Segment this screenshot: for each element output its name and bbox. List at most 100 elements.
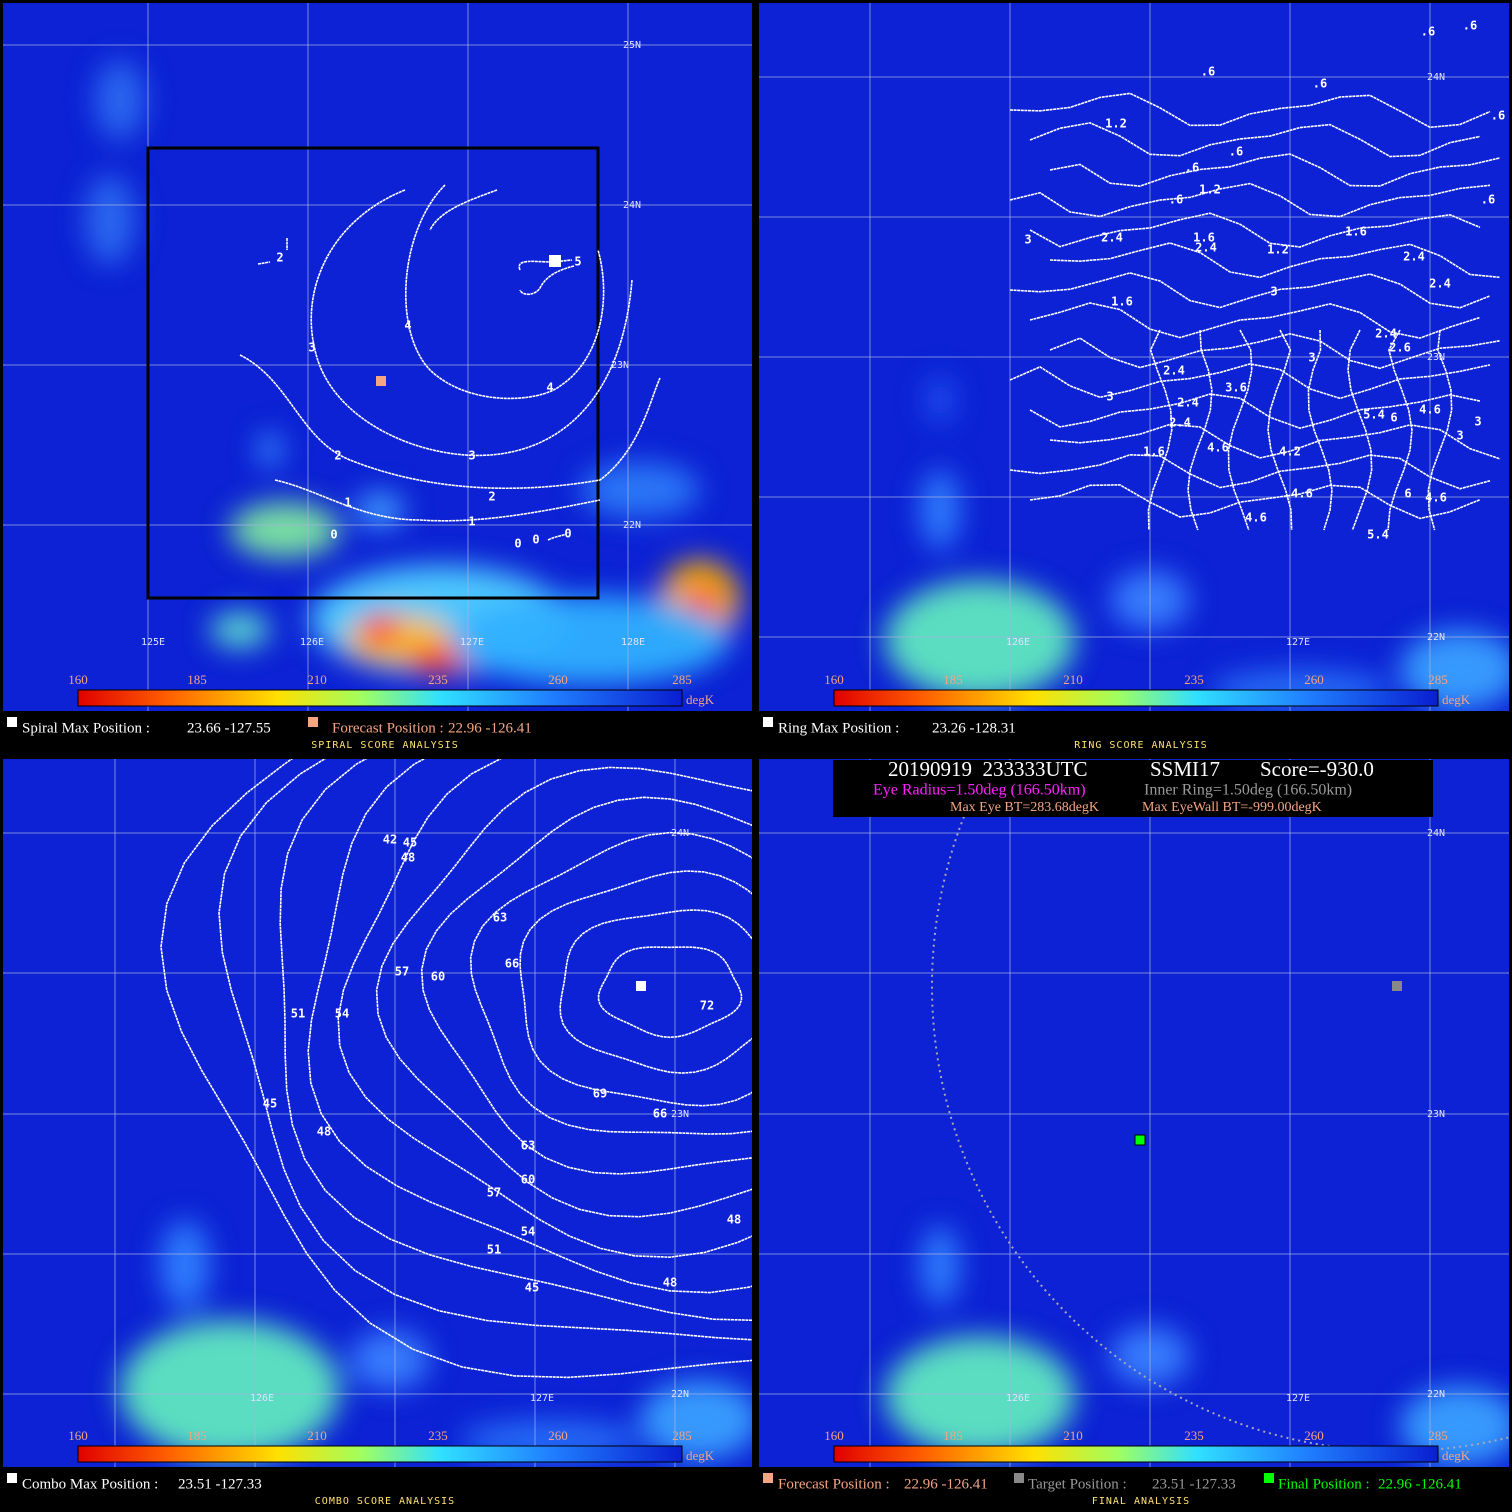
contour-label: 2 (334, 449, 341, 463)
longitude-label: 128E (621, 637, 645, 648)
colorbar-tick-label: 235 (1184, 1428, 1204, 1443)
contour-label: 3 (1456, 429, 1463, 443)
contour-label: .6 (1229, 145, 1243, 159)
longitude-label: 126E (1006, 637, 1030, 648)
colorbar-tick-label: 185 (943, 1428, 963, 1443)
latitude-label: 22N (671, 1389, 689, 1400)
contour-label: .6 (1421, 25, 1435, 39)
colorbar-tick-label: 285 (672, 672, 692, 687)
contour-label: 1.6 (1193, 231, 1215, 245)
header-max-eye-bt: Max Eye BT=283.68degK (950, 800, 1099, 815)
combo-max-marker (636, 981, 646, 991)
colorbar-unit: degK (686, 1448, 715, 1463)
header-eye-radius: Eye Radius=1.50deg (166.50km) (873, 782, 1086, 799)
header-sensor: SSMI17 (1150, 757, 1220, 781)
contour-line (1147, 329, 1173, 531)
contour-label: 63 (493, 911, 507, 925)
contour-label: 48 (663, 1276, 677, 1290)
colorbar-tick-label: 285 (672, 1428, 692, 1443)
contour-label: 2.4 (1169, 416, 1191, 430)
legend-swatch (7, 1473, 17, 1483)
colorbar-tick-label: 185 (187, 672, 207, 687)
contour-label: 2.4 (1101, 231, 1123, 245)
footer-label: Combo Max Position : (22, 1476, 158, 1492)
latitude-label: 24N (671, 828, 689, 839)
contour-label: 4.6 (1425, 491, 1447, 505)
contour-label: 4.6 (1245, 511, 1267, 525)
contour-label: 6 (1404, 487, 1411, 501)
cloud-blob (160, 1220, 210, 1310)
contour-label: 45 (263, 1097, 277, 1111)
contour-label: 4 (404, 319, 411, 333)
contour-label: 1.6 (1143, 445, 1165, 459)
colorbar-tick-label: 210 (1063, 1428, 1083, 1443)
analysis-box (146, 146, 600, 600)
footer-label: Forecast Position : (332, 720, 444, 736)
cloud-blob (95, 60, 145, 140)
cloud-blob (925, 375, 955, 425)
contour-line (1049, 332, 1501, 370)
contour-label: 0 (564, 527, 571, 541)
latitude-label: 23N (1427, 352, 1445, 363)
contour-line (1387, 329, 1413, 531)
contour-line (1307, 329, 1333, 531)
contour-line (274, 479, 601, 522)
contour-line (547, 533, 567, 541)
colorbar-tick-label: 160 (824, 1428, 844, 1443)
colorbar-tick-label: 285 (1428, 1428, 1448, 1443)
cloud-blob (230, 502, 340, 558)
contour-label: 3 (1474, 415, 1481, 429)
colorbar-tick-label: 160 (68, 1428, 88, 1443)
legend-swatch (763, 717, 773, 727)
longitude-label: 126E (1006, 1393, 1030, 1404)
latitude-label: 24N (1427, 72, 1445, 83)
contour-label: 51 (487, 1243, 501, 1257)
contour-label: 2.4 (1177, 396, 1199, 410)
footer-value: 23.66 -127.55 (187, 720, 271, 736)
colorbar-tick-label: 210 (307, 1428, 327, 1443)
image-area: 24N 23N 22N 126E 127E 160 185 210 235 260 285 degK (759, 759, 1509, 1467)
contour-label: 4 (546, 381, 553, 395)
latitude-label: 22N (1427, 1389, 1445, 1400)
contour-line (1009, 182, 1491, 218)
contour-label: 1.2 (1199, 183, 1221, 197)
contour-label: 2 (276, 251, 283, 265)
header-score: Score=-930.0 (1260, 757, 1374, 781)
contour-line (239, 354, 661, 490)
contour-label: 48 (401, 851, 415, 865)
contour-label: 4.2 (1279, 445, 1301, 459)
header-inner-ring: Inner Ring=1.50deg (166.50km) (1144, 782, 1352, 799)
contour-label: .6 (1481, 193, 1495, 207)
contour-label: 1.6 (1111, 295, 1133, 309)
footer-value: 22.96 -126.41 (448, 720, 532, 736)
contour-label: 3.6 (1225, 381, 1247, 395)
cloud-blob (580, 462, 700, 518)
cloud-blob (350, 1330, 430, 1390)
footer-label: Spiral Max Position : (22, 720, 150, 736)
panel-caption: SPIRAL SCORE ANALYSIS (311, 740, 458, 751)
colorbar-unit: degK (1442, 1448, 1471, 1463)
latitude-label: 23N (611, 360, 629, 371)
colorbar (77, 1445, 683, 1463)
latitude-label: 24N (1427, 828, 1445, 839)
contour-line (1009, 272, 1491, 309)
panel: 24N 23N 22N 126E 127E 160 185 210 235 260 285 degK F… (759, 757, 1509, 1507)
legend-swatch (763, 1473, 773, 1483)
contour-label: 3 (468, 449, 475, 463)
footer-label: Forecast Position : (778, 1476, 890, 1492)
colorbar-tick-label: 260 (548, 1428, 568, 1443)
contour-label: 5 (574, 255, 581, 269)
cloud-blob (885, 1336, 1075, 1456)
contour-label: 5.4 (1363, 408, 1385, 422)
contour-label: 57 (487, 1186, 501, 1200)
brightness-field (120, 1220, 752, 1460)
final-marker (1134, 1134, 1146, 1146)
latitude-label: 22N (1427, 632, 1445, 643)
contour-line (1029, 122, 1481, 158)
contour-label: 2.4 (1429, 277, 1451, 291)
longitude-label: 127E (530, 1393, 554, 1404)
contour-label: 0 (514, 537, 521, 551)
